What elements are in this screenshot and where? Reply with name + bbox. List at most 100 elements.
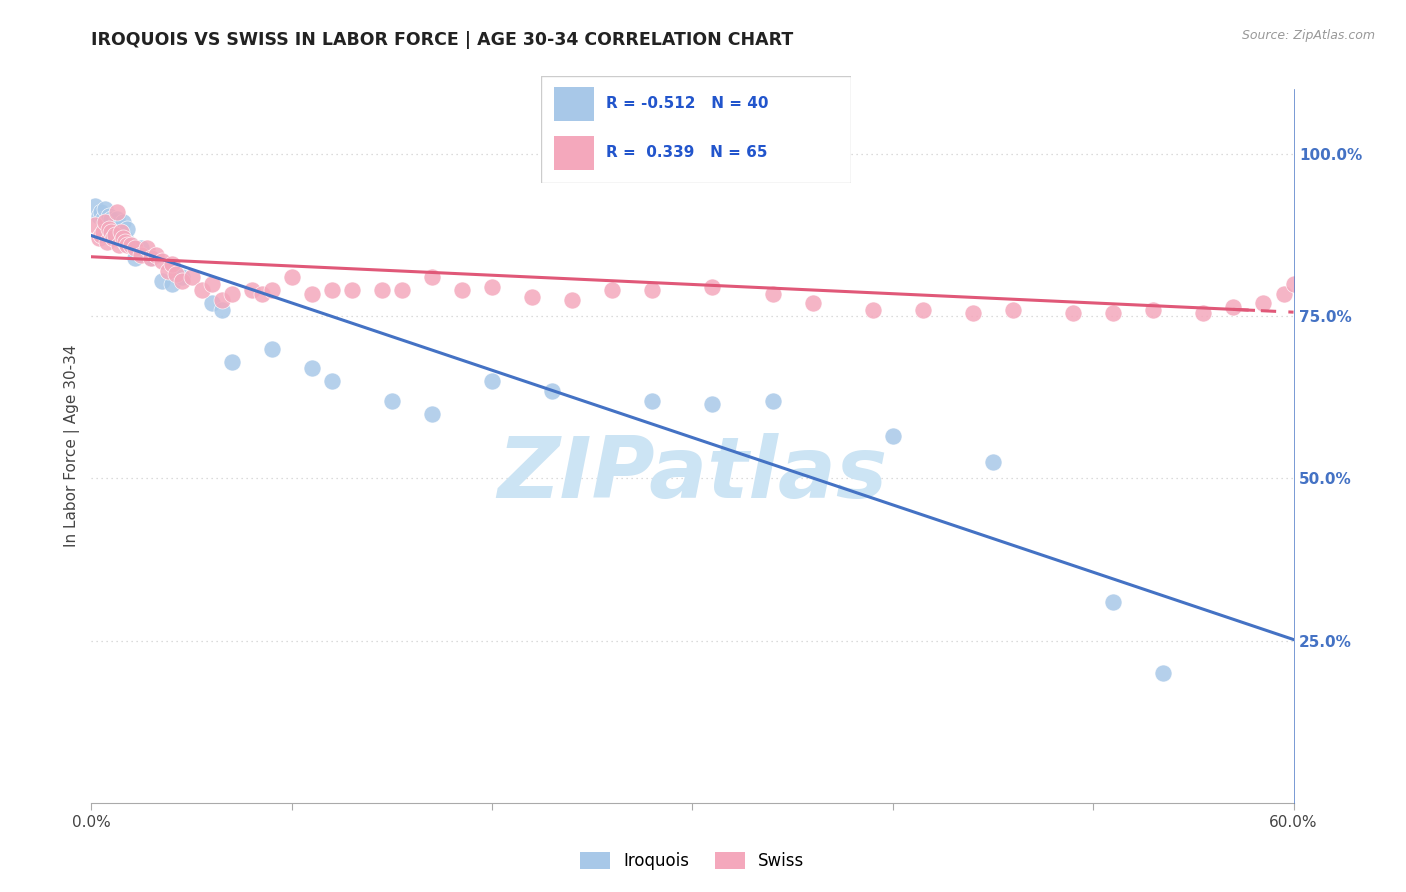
Point xyxy=(100,211,122,226)
Point xyxy=(150,254,173,268)
Point xyxy=(165,267,187,281)
Point xyxy=(1302,264,1324,278)
Point xyxy=(114,231,136,245)
Point xyxy=(420,407,443,421)
Point xyxy=(260,283,283,297)
Point xyxy=(145,247,167,261)
Point xyxy=(1102,595,1125,609)
Point xyxy=(121,238,143,252)
Point xyxy=(862,302,884,317)
Point xyxy=(104,219,127,233)
Bar xyxy=(554,136,593,170)
Y-axis label: In Labor Force | Age 30-34: In Labor Force | Age 30-34 xyxy=(65,344,80,548)
Point xyxy=(117,221,139,235)
Point xyxy=(89,231,111,245)
Point xyxy=(1222,300,1244,314)
Point xyxy=(541,384,564,398)
Point xyxy=(160,277,183,291)
Point xyxy=(93,211,115,226)
Text: Source: ZipAtlas.com: Source: ZipAtlas.com xyxy=(1241,29,1375,42)
Point xyxy=(98,221,121,235)
Point xyxy=(131,241,153,255)
Point xyxy=(321,374,343,388)
FancyBboxPatch shape xyxy=(541,76,851,183)
Point xyxy=(1282,277,1305,291)
Point xyxy=(112,231,135,245)
Point xyxy=(561,293,583,307)
Point xyxy=(90,205,112,219)
Point xyxy=(112,215,135,229)
Point xyxy=(89,209,111,223)
Point xyxy=(1142,302,1164,317)
Point xyxy=(160,257,183,271)
Point xyxy=(117,238,139,252)
Point xyxy=(1062,306,1084,320)
Point xyxy=(641,393,664,408)
Point xyxy=(110,225,132,239)
Point xyxy=(100,225,122,239)
Point xyxy=(340,283,363,297)
Point xyxy=(451,283,474,297)
Point xyxy=(1152,666,1174,681)
Point xyxy=(150,274,173,288)
Point xyxy=(136,241,159,255)
Point xyxy=(170,270,193,285)
Point xyxy=(108,238,131,252)
Point xyxy=(240,283,263,297)
Point xyxy=(141,251,163,265)
Point xyxy=(481,374,503,388)
Point xyxy=(96,235,118,249)
Point xyxy=(702,397,724,411)
Point xyxy=(104,228,127,243)
Bar xyxy=(554,87,593,120)
Point xyxy=(1272,286,1295,301)
Point xyxy=(250,286,273,301)
Text: IROQUOIS VS SWISS IN LABOR FORCE | AGE 30-34 CORRELATION CHART: IROQUOIS VS SWISS IN LABOR FORCE | AGE 3… xyxy=(91,31,793,49)
Point xyxy=(762,286,785,301)
Point xyxy=(114,235,136,249)
Point xyxy=(1323,251,1346,265)
Point xyxy=(84,199,107,213)
Point xyxy=(1253,296,1275,310)
Point xyxy=(94,202,117,217)
Point xyxy=(420,270,443,285)
Point xyxy=(381,393,404,408)
Point xyxy=(522,290,544,304)
Point xyxy=(94,215,117,229)
Point xyxy=(602,283,624,297)
Point xyxy=(1192,306,1215,320)
Point xyxy=(201,296,224,310)
Point xyxy=(121,238,143,252)
Point xyxy=(1102,306,1125,320)
Point xyxy=(170,274,193,288)
Point xyxy=(103,231,125,245)
Point xyxy=(156,264,179,278)
Point xyxy=(221,354,243,368)
Point xyxy=(211,302,233,317)
Point xyxy=(103,221,125,235)
Point xyxy=(702,280,724,294)
Point xyxy=(141,251,163,265)
Point xyxy=(110,225,132,239)
Point xyxy=(107,205,129,219)
Point xyxy=(301,361,323,376)
Point xyxy=(131,247,153,261)
Point xyxy=(391,283,413,297)
Point xyxy=(96,215,118,229)
Point xyxy=(371,283,394,297)
Point xyxy=(981,455,1004,469)
Point xyxy=(107,211,129,226)
Point xyxy=(180,270,202,285)
Point xyxy=(260,342,283,356)
Text: R =  0.339   N = 65: R = 0.339 N = 65 xyxy=(606,145,768,161)
Point xyxy=(211,293,233,307)
Text: R = -0.512   N = 40: R = -0.512 N = 40 xyxy=(606,96,769,112)
Point xyxy=(1001,302,1024,317)
Point xyxy=(641,283,664,297)
Point xyxy=(93,225,115,239)
Point xyxy=(124,241,146,255)
Point xyxy=(882,429,904,443)
Text: ZIPatlas: ZIPatlas xyxy=(498,433,887,516)
Point xyxy=(481,280,503,294)
Point xyxy=(221,286,243,301)
